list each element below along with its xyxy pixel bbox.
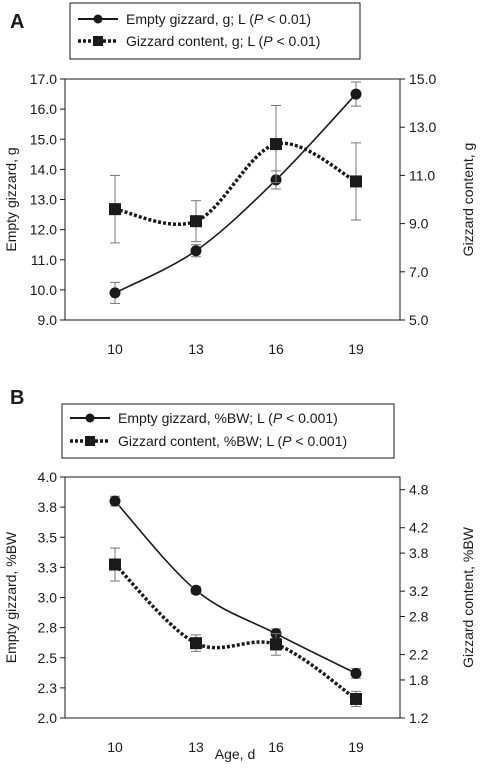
legend-box: [69, 2, 361, 60]
y-right-tick-label: 11.0: [409, 167, 435, 183]
data-point-square: [350, 692, 362, 705]
data-point-square: [270, 638, 282, 651]
data-point-circle: [109, 495, 121, 507]
y-right-axis-title: Gizzard content, g: [460, 143, 476, 257]
legend-label-text: Gizzard content, g; L (: [126, 33, 264, 49]
series-line-dotted: [113, 563, 357, 701]
data-point-circle: [109, 287, 121, 299]
legend-box: [61, 403, 395, 459]
y-left-tick-label: 12.0: [30, 222, 57, 238]
y-left-tick-label: 13.0: [30, 192, 57, 208]
y-right-tick-label: 3.2: [409, 583, 429, 599]
legend-label-text: Empty gizzard, g; L (: [126, 11, 254, 27]
data-point-square: [109, 558, 121, 571]
data-point-square: [270, 138, 282, 151]
y-left-axis-title: Empty gizzard, g: [3, 147, 19, 251]
y-left-tick-label: 3.5: [38, 529, 58, 545]
x-tick-label: 13: [188, 341, 204, 357]
y-right-tick-label: 1.2: [409, 710, 429, 726]
panel-letter: A: [10, 11, 24, 33]
y-right-tick-label: 2.8: [409, 609, 429, 625]
y-left-tick-label: 4.0: [38, 469, 58, 485]
y-left-tick-label: 10.0: [30, 282, 57, 298]
series-line-solid: [114, 500, 357, 675]
x-tick-label: 10: [107, 739, 123, 755]
y-right-tick-label: 3.8: [409, 545, 429, 561]
data-point-circle: [190, 245, 202, 257]
x-tick-label: 19: [348, 341, 364, 357]
y-left-tick-label: 17.0: [30, 71, 57, 87]
data-point-square: [109, 203, 121, 216]
y-right-axis-title: Gizzard content, %BW: [460, 526, 476, 668]
legend-label-p: P: [282, 433, 292, 449]
plot-frame: [64, 476, 401, 719]
y-left-tick-label: 3.0: [38, 590, 58, 606]
data-point-square: [190, 637, 202, 650]
panel-letter: B: [10, 387, 24, 409]
y-right-tick-label: 13.0: [409, 119, 436, 135]
y-right-tick-label: 9.0: [409, 216, 429, 232]
y-right-tick-label: 1.8: [409, 672, 429, 688]
y-right-tick-label: 4.8: [409, 482, 429, 498]
legend-label-p: P: [263, 33, 273, 49]
y-left-tick-label: 14.0: [30, 161, 57, 177]
y-right-tick-label: 15.0: [409, 71, 436, 87]
legend-label: Empty gizzard, %BW; L (P < 0.001): [118, 410, 338, 426]
x-tick-label: 13: [188, 739, 204, 755]
legend-marker-circle: [93, 14, 103, 24]
legend-label-text: Empty gizzard, %BW; L (: [118, 410, 273, 426]
y-left-tick-label: 2.0: [38, 710, 58, 726]
data-point-square: [190, 215, 202, 228]
y-left-tick-label: 2.8: [38, 620, 58, 636]
chart-panel-a: A Empty gizzard, g; L (P < 0.01)Gizzard c…: [3, 2, 476, 357]
legend-label: Gizzard content, g; L (P < 0.01): [126, 33, 320, 49]
data-point-circle: [350, 88, 362, 100]
y-left-tick-label: 2.3: [38, 680, 58, 696]
y-left-tick-label: 9.0: [38, 312, 58, 328]
x-tick-label: 19: [348, 739, 364, 755]
legend-label: Empty gizzard, g; L (P < 0.01): [126, 11, 311, 27]
legend-label-p: P: [254, 11, 264, 27]
y-left-tick-label: 15.0: [30, 131, 57, 147]
legend-label-text: Gizzard content, %BW; L (: [118, 433, 283, 449]
legend-label-text: < 0.001): [292, 433, 348, 449]
series-line-solid: [114, 93, 357, 294]
y-left-axis-title: Empty gizzard, %BW: [3, 531, 19, 663]
y-left-tick-label: 16.0: [30, 101, 57, 117]
data-point-square: [350, 175, 362, 188]
legend-label-text: < 0.01): [273, 33, 321, 49]
y-right-tick-label: 4.2: [409, 520, 429, 536]
x-tick-label: 16: [268, 739, 284, 755]
legend-label-text: < 0.001): [282, 410, 338, 426]
legend-label-p: P: [273, 410, 283, 426]
x-tick-label: 10: [107, 341, 123, 357]
data-point-circle: [190, 584, 202, 596]
legend-label-text: < 0.01): [263, 11, 311, 27]
y-left-tick-label: 3.3: [38, 559, 58, 575]
y-right-tick-label: 2.2: [409, 647, 429, 663]
x-axis-title: Age, d: [215, 746, 255, 762]
legend-marker-square: [93, 36, 103, 46]
legend-label: Gizzard content, %BW; L (P < 0.001): [118, 433, 347, 449]
legend-marker-circle: [85, 413, 95, 423]
y-right-tick-label: 5.0: [409, 312, 429, 328]
y-left-tick-label: 2.5: [38, 650, 58, 666]
legend-marker-square: [85, 436, 95, 446]
y-left-tick-label: 3.8: [38, 499, 58, 515]
data-point-circle: [350, 667, 362, 679]
y-left-tick-label: 11.0: [31, 252, 57, 268]
y-right-tick-label: 7.0: [409, 264, 429, 280]
x-tick-label: 16: [268, 341, 284, 357]
series-line-dotted: [114, 141, 357, 227]
